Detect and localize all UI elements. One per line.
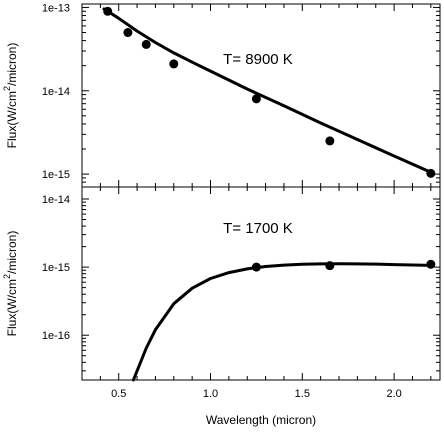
panel-2-ytick-label: 1e-16 — [42, 330, 70, 342]
panel-2-ylabel: Flux(W/cm2/micron) — [2, 231, 19, 337]
panel-1-data-point — [251, 94, 261, 104]
panel-1-model-curve — [102, 7, 433, 174]
panel-1-ytick-label: 1e-15 — [42, 169, 70, 181]
panel-1-ytick-label: 1e-13 — [42, 2, 70, 14]
panel-1-ytick-label: 1e-14 — [42, 86, 70, 98]
panel-2-xtick-label: 2.0 — [386, 388, 401, 400]
panel-2-ytick-label: 1e-15 — [42, 262, 70, 274]
panel-2-xtick-label: 0.5 — [111, 388, 126, 400]
panel-1-data-point — [141, 39, 151, 49]
panel-2-xtick-label: 1.5 — [295, 388, 310, 400]
panel-1-data-point — [169, 59, 179, 69]
panel-1-temperature-label: T= 8900 K — [223, 51, 293, 68]
panel-1-data-point — [123, 28, 133, 38]
panel-2-model-curve — [131, 262, 433, 382]
panel-2-frame — [81, 186, 441, 381]
panel-1-data-point — [325, 136, 335, 146]
panel-2-ytick-label: 1e-14 — [42, 194, 70, 206]
x-axis-title: Wavelength (micron) — [206, 413, 316, 427]
panel-1-ylabel: Flux(W/cm2/micron) — [2, 43, 19, 149]
panel-2-temperature-label: T= 1700 K — [223, 220, 293, 237]
panel-2-xtick-label: 1.0 — [203, 388, 218, 400]
